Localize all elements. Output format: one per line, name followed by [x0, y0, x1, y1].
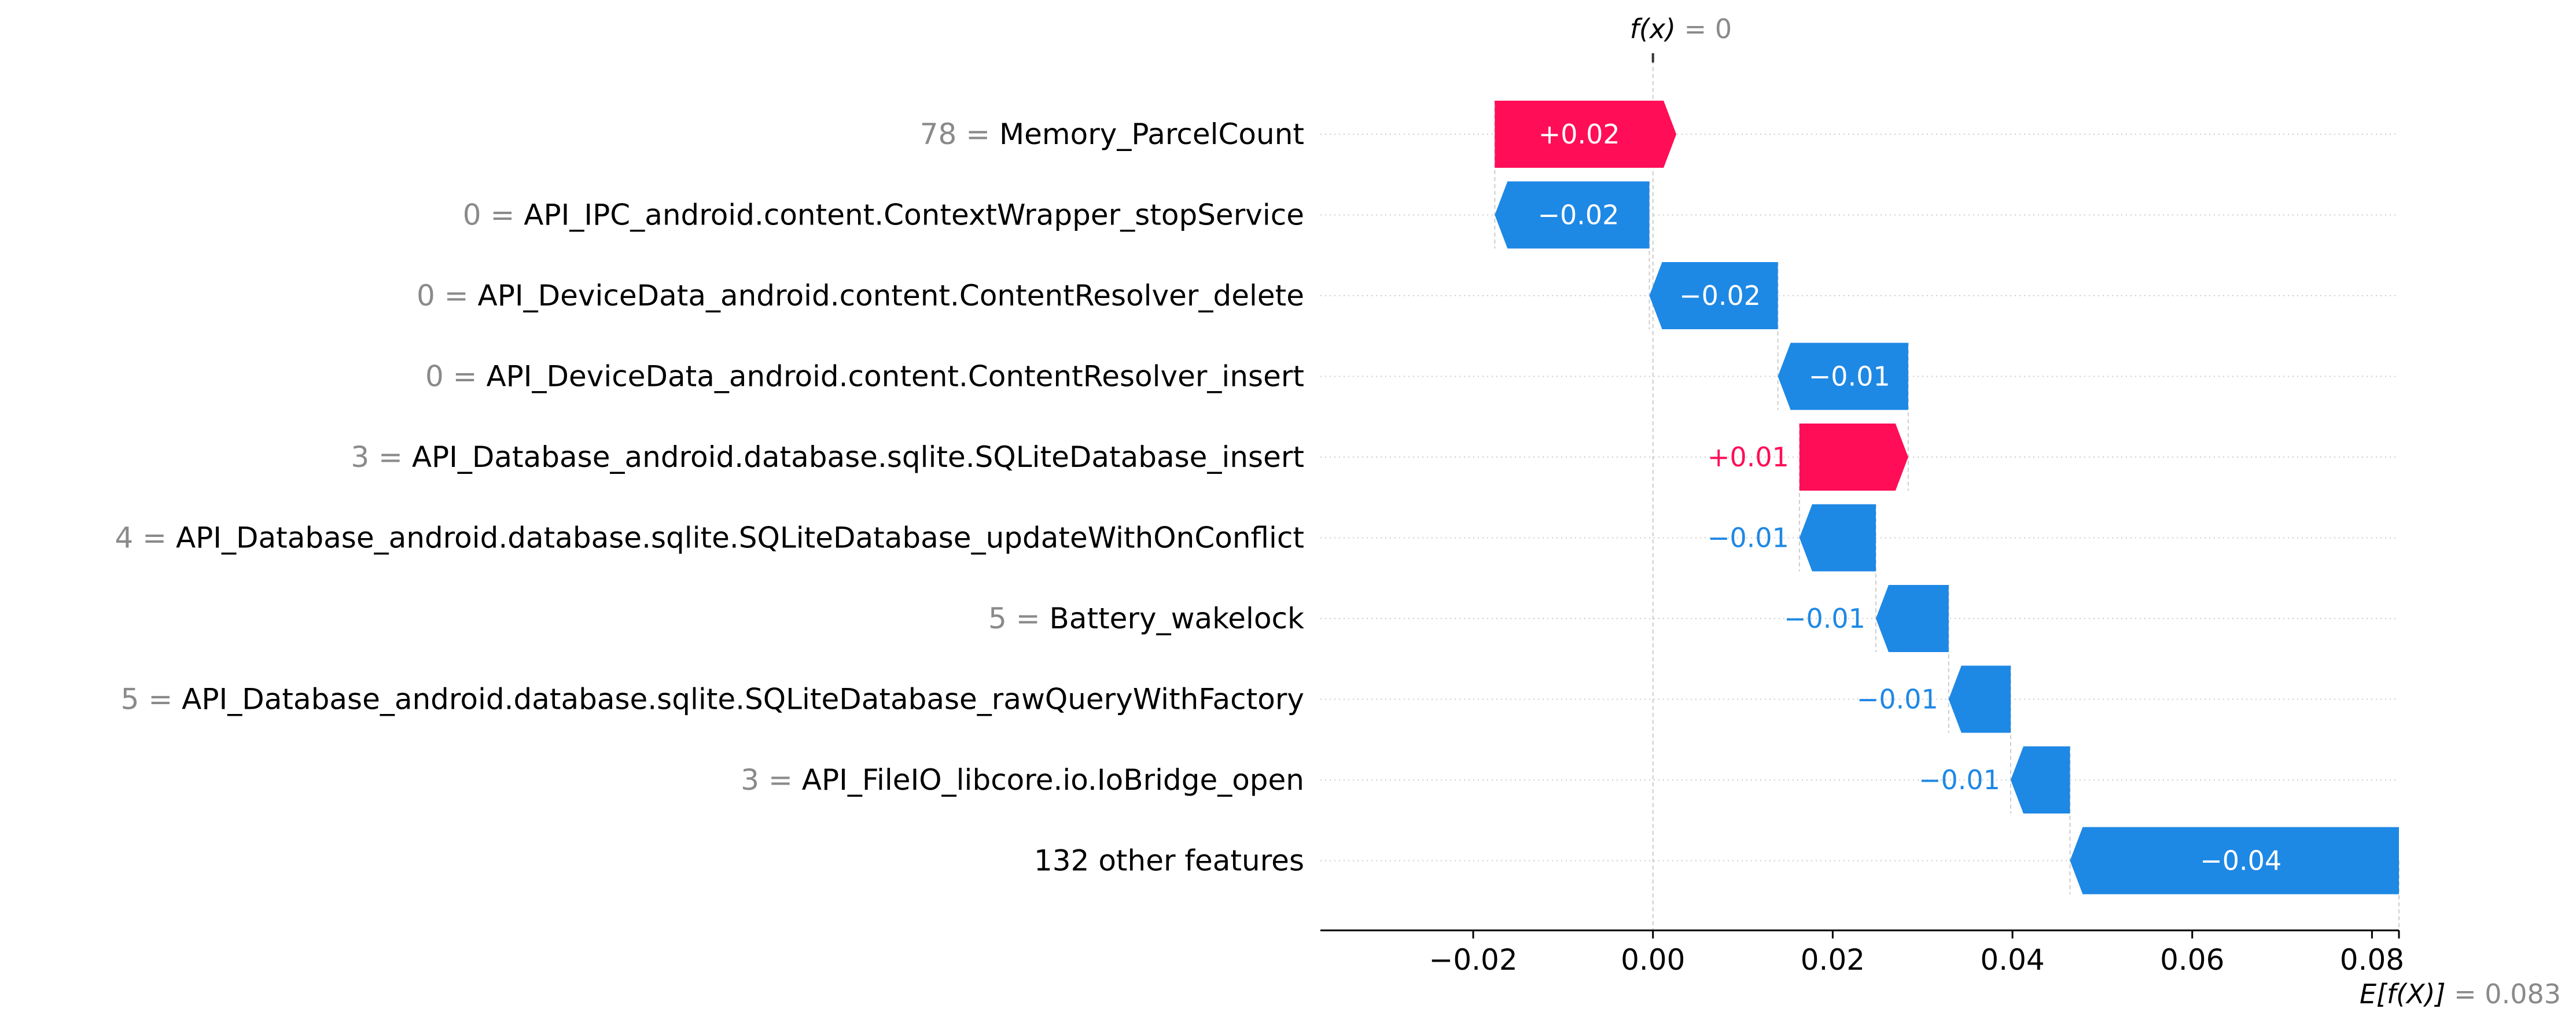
bar-value-label: +0.02: [1539, 119, 1620, 150]
bar-value-label: +0.01: [1707, 441, 1789, 473]
bar-value-label: −0.01: [1809, 361, 1890, 392]
feature-name: API_Database_android.database.sqlite.SQL…: [176, 521, 1304, 555]
feature-label: 4 = API_Database_android.database.sqlite…: [115, 521, 1304, 555]
feature-value: 3 =: [351, 440, 412, 474]
x-axis: −0.02 0.00 0.02 0.04 0.06 0.08: [1320, 929, 2404, 977]
bar-negative: [1875, 585, 1949, 652]
feature-value: 0 =: [425, 360, 487, 393]
feature-labels: 78 = Memory_ParcelCount 0 = API_IPC_andro…: [115, 117, 1304, 878]
bar-negative: [1649, 262, 1778, 329]
ex-value: = 0.083: [2446, 978, 2561, 1010]
feature-name: API_DeviceData_android.content.ContentRe…: [486, 360, 1304, 393]
feature-label: 0 = API_DeviceData_android.content.Conte…: [417, 279, 1304, 312]
feature-value: 5 =: [988, 602, 1050, 635]
bar-negative: [2070, 827, 2399, 895]
bar-positive: [1799, 424, 1908, 491]
fx-value: = 0: [1676, 13, 1732, 45]
feature-label: 78 = Memory_ParcelCount: [920, 117, 1304, 151]
feature-name: 132 other features: [1034, 844, 1304, 878]
feature-label: 0 = API_DeviceData_android.content.Conte…: [425, 360, 1304, 393]
feature-name: API_DeviceData_android.content.ContentRe…: [477, 279, 1304, 312]
feature-label: 3 = API_Database_android.database.sqlite…: [351, 440, 1304, 474]
fx-name: f(x): [1630, 13, 1676, 45]
bar-value-label: −0.01: [1707, 522, 1789, 554]
bar-value-label: −0.01: [1919, 764, 2000, 796]
x-tick-label: −0.02: [1429, 943, 1517, 977]
bar-negative: [1948, 665, 2011, 733]
feature-name: API_FileIO_libcore.io.IoBridge_open: [802, 763, 1304, 797]
feature-name: API_Database_android.database.sqlite.SQL…: [182, 683, 1304, 716]
ex-name: E[f(X)]: [2360, 978, 2446, 1010]
bar-value-label: −0.01: [1857, 684, 1938, 715]
feature-value: 5 =: [121, 683, 182, 716]
bar-value-label: −0.01: [1784, 603, 1865, 634]
bar-positive: [1495, 101, 1677, 168]
ex-annotation: E[f(X)] = 0.083: [2360, 978, 2561, 1010]
bar-negative: [1495, 181, 1650, 249]
fx-annotation: f(x) = 0: [1630, 13, 1732, 45]
annotations: f(x) = 0 E[f(X)] = 0.083: [1630, 13, 2561, 1010]
feature-name: API_IPC_android.content.ContextWrapper_s…: [524, 198, 1304, 232]
feature-label: 3 = API_FileIO_libcore.io.IoBridge_open: [741, 763, 1304, 797]
feature-name: API_Database_android.database.sqlite.SQL…: [412, 440, 1304, 474]
bar-negative: [2010, 746, 2070, 813]
bar-value-label: −0.02: [1679, 280, 1761, 311]
feature-value: 3 =: [741, 763, 802, 797]
x-tick-label: 0.04: [1980, 943, 2044, 977]
bar-value-label: −0.04: [2200, 845, 2281, 877]
x-tick-label: 0.02: [1801, 943, 1865, 977]
feature-value: 0 =: [463, 198, 524, 232]
bars: +0.02 −0.02 −0.02 −0.01 +0.01 −0.01 −0.01 −0.01…: [1495, 101, 2399, 895]
feature-label: 132 other features: [1034, 844, 1304, 878]
grid-layer: [1320, 134, 2399, 862]
feature-value: 0 =: [417, 279, 478, 312]
x-tick-label: 0.08: [2340, 943, 2404, 977]
feature-value: 78 =: [920, 117, 999, 151]
x-tick-label: 0.00: [1621, 943, 1685, 977]
x-tick-label: 0.06: [2160, 943, 2224, 977]
feature-label: 5 = Battery_wakelock: [988, 602, 1304, 635]
bar-value-label: −0.02: [1537, 200, 1619, 231]
feature-name: Battery_wakelock: [1050, 602, 1304, 635]
bar-negative: [1778, 343, 1908, 410]
feature-label: 5 = API_Database_android.database.sqlite…: [121, 683, 1304, 716]
bar-negative: [1799, 504, 1876, 572]
feature-name: Memory_ParcelCount: [999, 117, 1304, 151]
feature-label: 0 = API_IPC_android.content.ContextWrapp…: [463, 198, 1304, 232]
feature-value: 4 =: [115, 521, 176, 555]
